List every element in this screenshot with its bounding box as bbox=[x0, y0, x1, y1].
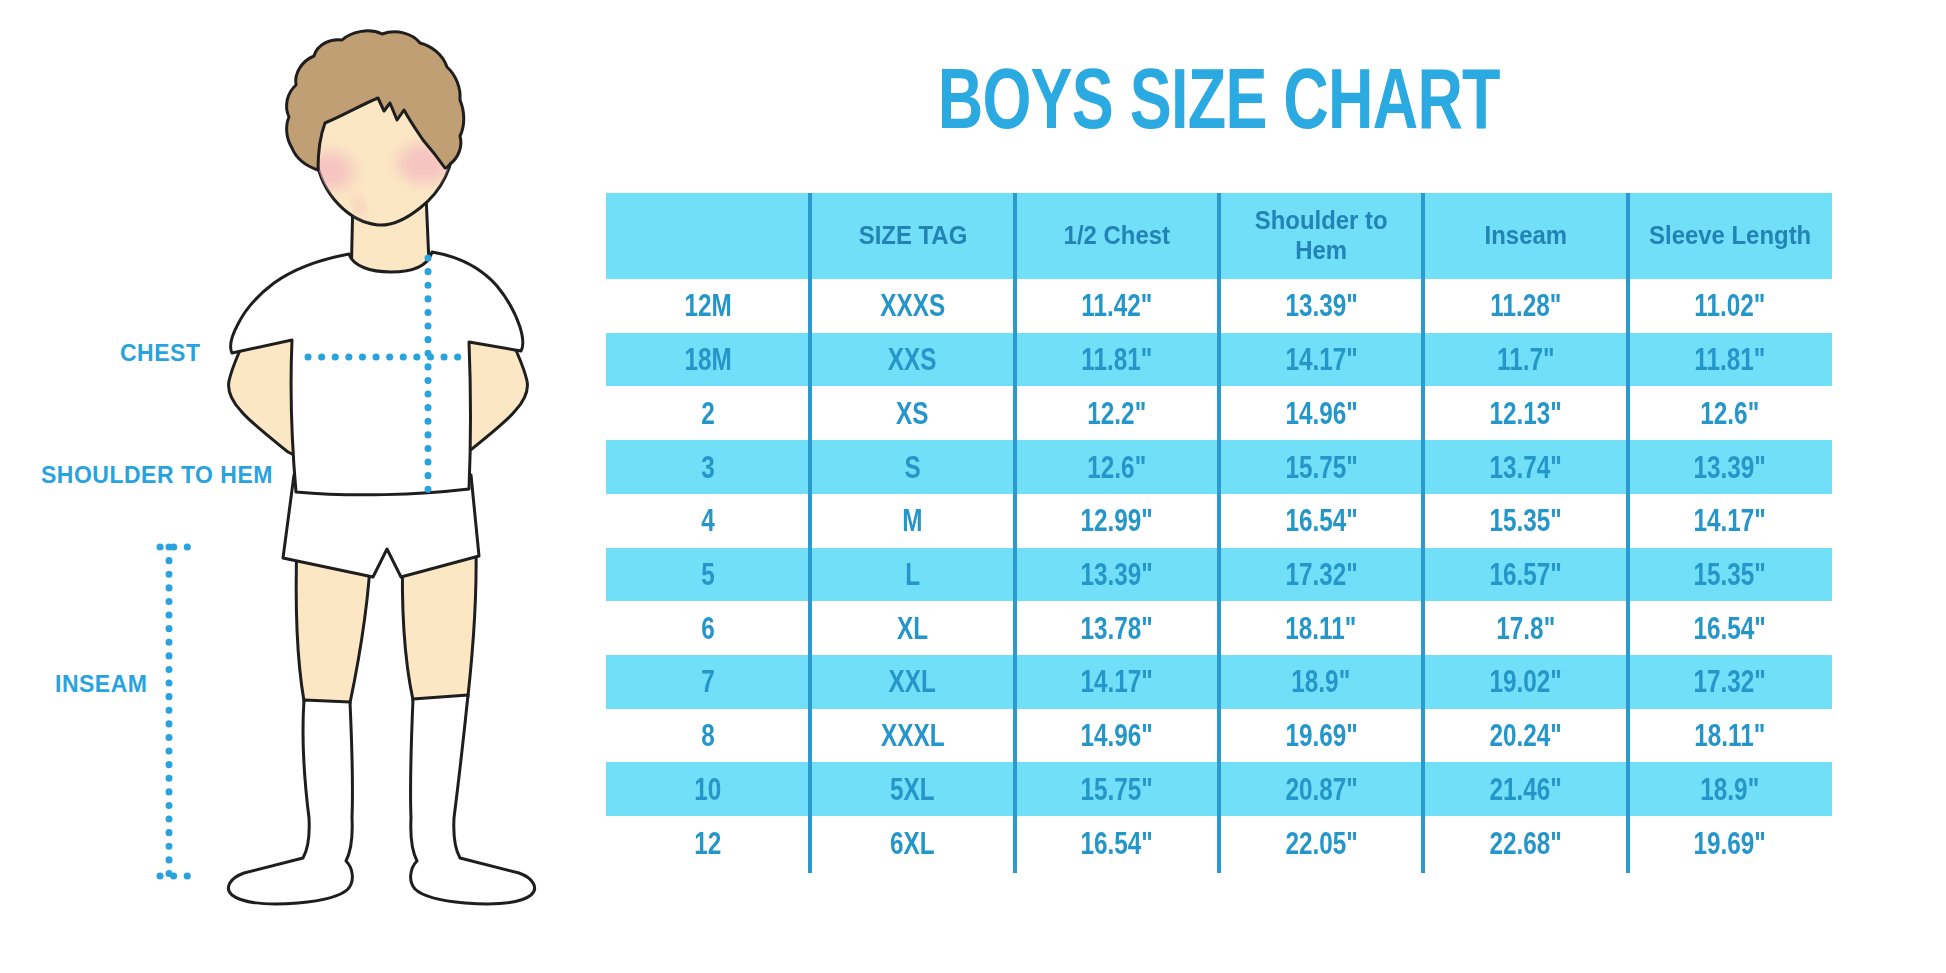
table-cell: 19.69" bbox=[1628, 816, 1832, 870]
table-cell: 12.99" bbox=[1015, 494, 1219, 548]
table-cell: 20.87" bbox=[1219, 762, 1423, 816]
size-table: SIZE TAG1/2 ChestShoulder to HemInseamSl… bbox=[606, 193, 1832, 870]
table-row: 2XS12.2"14.96"12.13"12.6" bbox=[606, 386, 1832, 440]
table-cell: 12.2" bbox=[1015, 386, 1219, 440]
table-cell: 5 bbox=[606, 548, 810, 602]
sock-left bbox=[228, 700, 352, 904]
header-cell: Shoulder to Hem bbox=[1219, 193, 1423, 279]
table-cell: 6 bbox=[606, 601, 810, 655]
table-cell: 14.96" bbox=[1015, 709, 1219, 763]
table-cell: 16.57" bbox=[1423, 548, 1627, 602]
table-cell: 10 bbox=[606, 762, 810, 816]
table-row: 18MXXS11.81"14.17"11.7"11.81" bbox=[606, 333, 1832, 387]
table-cell: 18.11" bbox=[1219, 601, 1423, 655]
table-cell: 7 bbox=[606, 655, 810, 709]
table-cell: 11.81" bbox=[1628, 333, 1832, 387]
table-row: 7XXL14.17"18.9"19.02"17.32" bbox=[606, 655, 1832, 709]
table-cell: 22.05" bbox=[1219, 816, 1423, 870]
table-cell: 6XL bbox=[810, 816, 1014, 870]
table-cell: 2 bbox=[606, 386, 810, 440]
header-cell bbox=[606, 193, 810, 279]
table-cell: 12M bbox=[606, 279, 810, 333]
table-row: 4M12.99"16.54"15.35"14.17" bbox=[606, 494, 1832, 548]
inseam-label: INSEAM bbox=[55, 671, 147, 698]
table-cell: L bbox=[810, 548, 1014, 602]
table-cell: S bbox=[810, 440, 1014, 494]
table-cell: 14.17" bbox=[1628, 494, 1832, 548]
table-cell: 15.75" bbox=[1015, 762, 1219, 816]
table-cell: 17.8" bbox=[1423, 601, 1627, 655]
table-cell: 13.78" bbox=[1015, 601, 1219, 655]
table-cell: 17.32" bbox=[1219, 548, 1423, 602]
table-cell: 8 bbox=[606, 709, 810, 763]
table-cell: XXXL bbox=[810, 709, 1014, 763]
table-cell: 14.17" bbox=[1015, 655, 1219, 709]
table-cell: 11.02" bbox=[1628, 279, 1832, 333]
table-cell: 12.6" bbox=[1628, 386, 1832, 440]
table-row: 8XXXL14.96"19.69"20.24"18.11" bbox=[606, 709, 1832, 763]
table-cell: 20.24" bbox=[1423, 709, 1627, 763]
table-cell: 11.81" bbox=[1015, 333, 1219, 387]
table-cell: 5XL bbox=[810, 762, 1014, 816]
table-cell: XL bbox=[810, 601, 1014, 655]
chest-label: CHEST bbox=[120, 340, 200, 367]
table-header-row: SIZE TAG1/2 ChestShoulder to HemInseamSl… bbox=[606, 193, 1832, 279]
table-cell: XS bbox=[810, 386, 1014, 440]
table-cell: 11.42" bbox=[1015, 279, 1219, 333]
table-cell: 18.9" bbox=[1219, 655, 1423, 709]
table-cell: 13.39" bbox=[1628, 440, 1832, 494]
table-cell: 16.54" bbox=[1628, 601, 1832, 655]
table-cell: 3 bbox=[606, 440, 810, 494]
table-cell: 16.54" bbox=[1219, 494, 1423, 548]
table-cell: 17.32" bbox=[1628, 655, 1832, 709]
table-cell: 13.39" bbox=[1219, 279, 1423, 333]
table-cell: 15.35" bbox=[1628, 548, 1832, 602]
table-row: 5L13.39"17.32"16.57"15.35" bbox=[606, 548, 1832, 602]
table-cell: M bbox=[810, 494, 1014, 548]
table-cell: 12 bbox=[606, 816, 810, 870]
table-cell: 19.69" bbox=[1219, 709, 1423, 763]
table-cell: 13.74" bbox=[1423, 440, 1627, 494]
table-row: 6XL13.78"18.11"17.8"16.54" bbox=[606, 601, 1832, 655]
table-cell: 15.75" bbox=[1219, 440, 1423, 494]
table-cell: 22.68" bbox=[1423, 816, 1627, 870]
table-cell: 18.9" bbox=[1628, 762, 1832, 816]
page-title: BOYS SIZE CHART bbox=[606, 56, 1832, 141]
table-cell: 4 bbox=[606, 494, 810, 548]
sock-right bbox=[411, 695, 535, 904]
table-cell: XXXS bbox=[810, 279, 1014, 333]
table-row: 126XL16.54"22.05"22.68"19.69" bbox=[606, 816, 1832, 870]
table-cell: XXS bbox=[810, 333, 1014, 387]
table-cell: 19.02" bbox=[1423, 655, 1627, 709]
table-body: 12MXXXS11.42"13.39"11.28"11.02"18MXXS11.… bbox=[606, 279, 1832, 870]
table-cell: 14.96" bbox=[1219, 386, 1423, 440]
table-cell: 11.28" bbox=[1423, 279, 1627, 333]
header-cell: 1/2 Chest bbox=[1015, 193, 1219, 279]
table-cell: 18.11" bbox=[1628, 709, 1832, 763]
table-cell: 15.35" bbox=[1423, 494, 1627, 548]
table-cell: 16.54" bbox=[1015, 816, 1219, 870]
header-cell: SIZE TAG bbox=[810, 193, 1014, 279]
table-row: 105XL15.75"20.87"21.46"18.9" bbox=[606, 762, 1832, 816]
table-cell: 11.7" bbox=[1423, 333, 1627, 387]
table-cell: 14.17" bbox=[1219, 333, 1423, 387]
header-cell: Inseam bbox=[1423, 193, 1627, 279]
table-row: 3S12.6"15.75"13.74"13.39" bbox=[606, 440, 1832, 494]
table-cell: 18M bbox=[606, 333, 810, 387]
table-cell: XXL bbox=[810, 655, 1014, 709]
table-cell: 12.6" bbox=[1015, 440, 1219, 494]
shoulder-to-hem-label: SHOULDER TO HEM bbox=[41, 462, 273, 489]
table-cell: 12.13" bbox=[1423, 386, 1627, 440]
header-cell: Sleeve Length bbox=[1628, 193, 1832, 279]
table-row: 12MXXXS11.42"13.39"11.28"11.02" bbox=[606, 279, 1832, 333]
table-cell: 21.46" bbox=[1423, 762, 1627, 816]
table-cell: 13.39" bbox=[1015, 548, 1219, 602]
